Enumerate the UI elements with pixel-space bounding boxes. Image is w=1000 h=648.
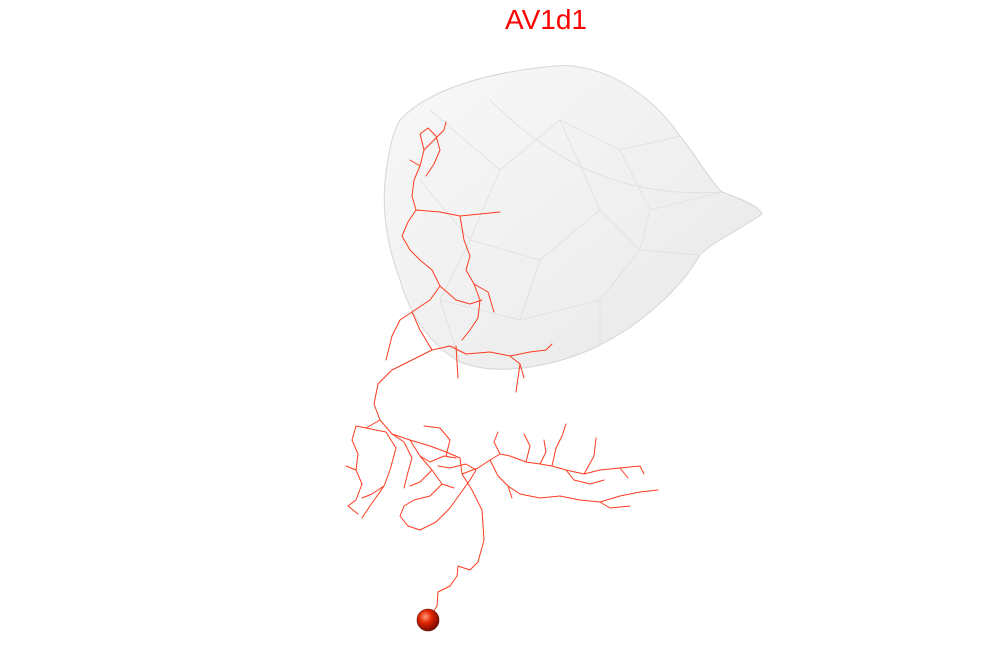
region-outline	[383, 65, 763, 370]
neuron-branch-right	[461, 423, 659, 509]
neuron-branch-ascending	[385, 121, 501, 361]
figure-title: AV1d1	[505, 4, 587, 35]
neuron-branch-region-bottom	[455, 343, 553, 393]
sphere-icon	[416, 608, 440, 632]
neuron-trunk	[373, 345, 485, 621]
brain-region-mesh	[383, 65, 763, 370]
neuron-tracing	[345, 121, 659, 621]
region-facets	[419, 99, 723, 363]
neuron-branch-central	[399, 425, 477, 531]
neuron-branch-left	[345, 419, 413, 519]
